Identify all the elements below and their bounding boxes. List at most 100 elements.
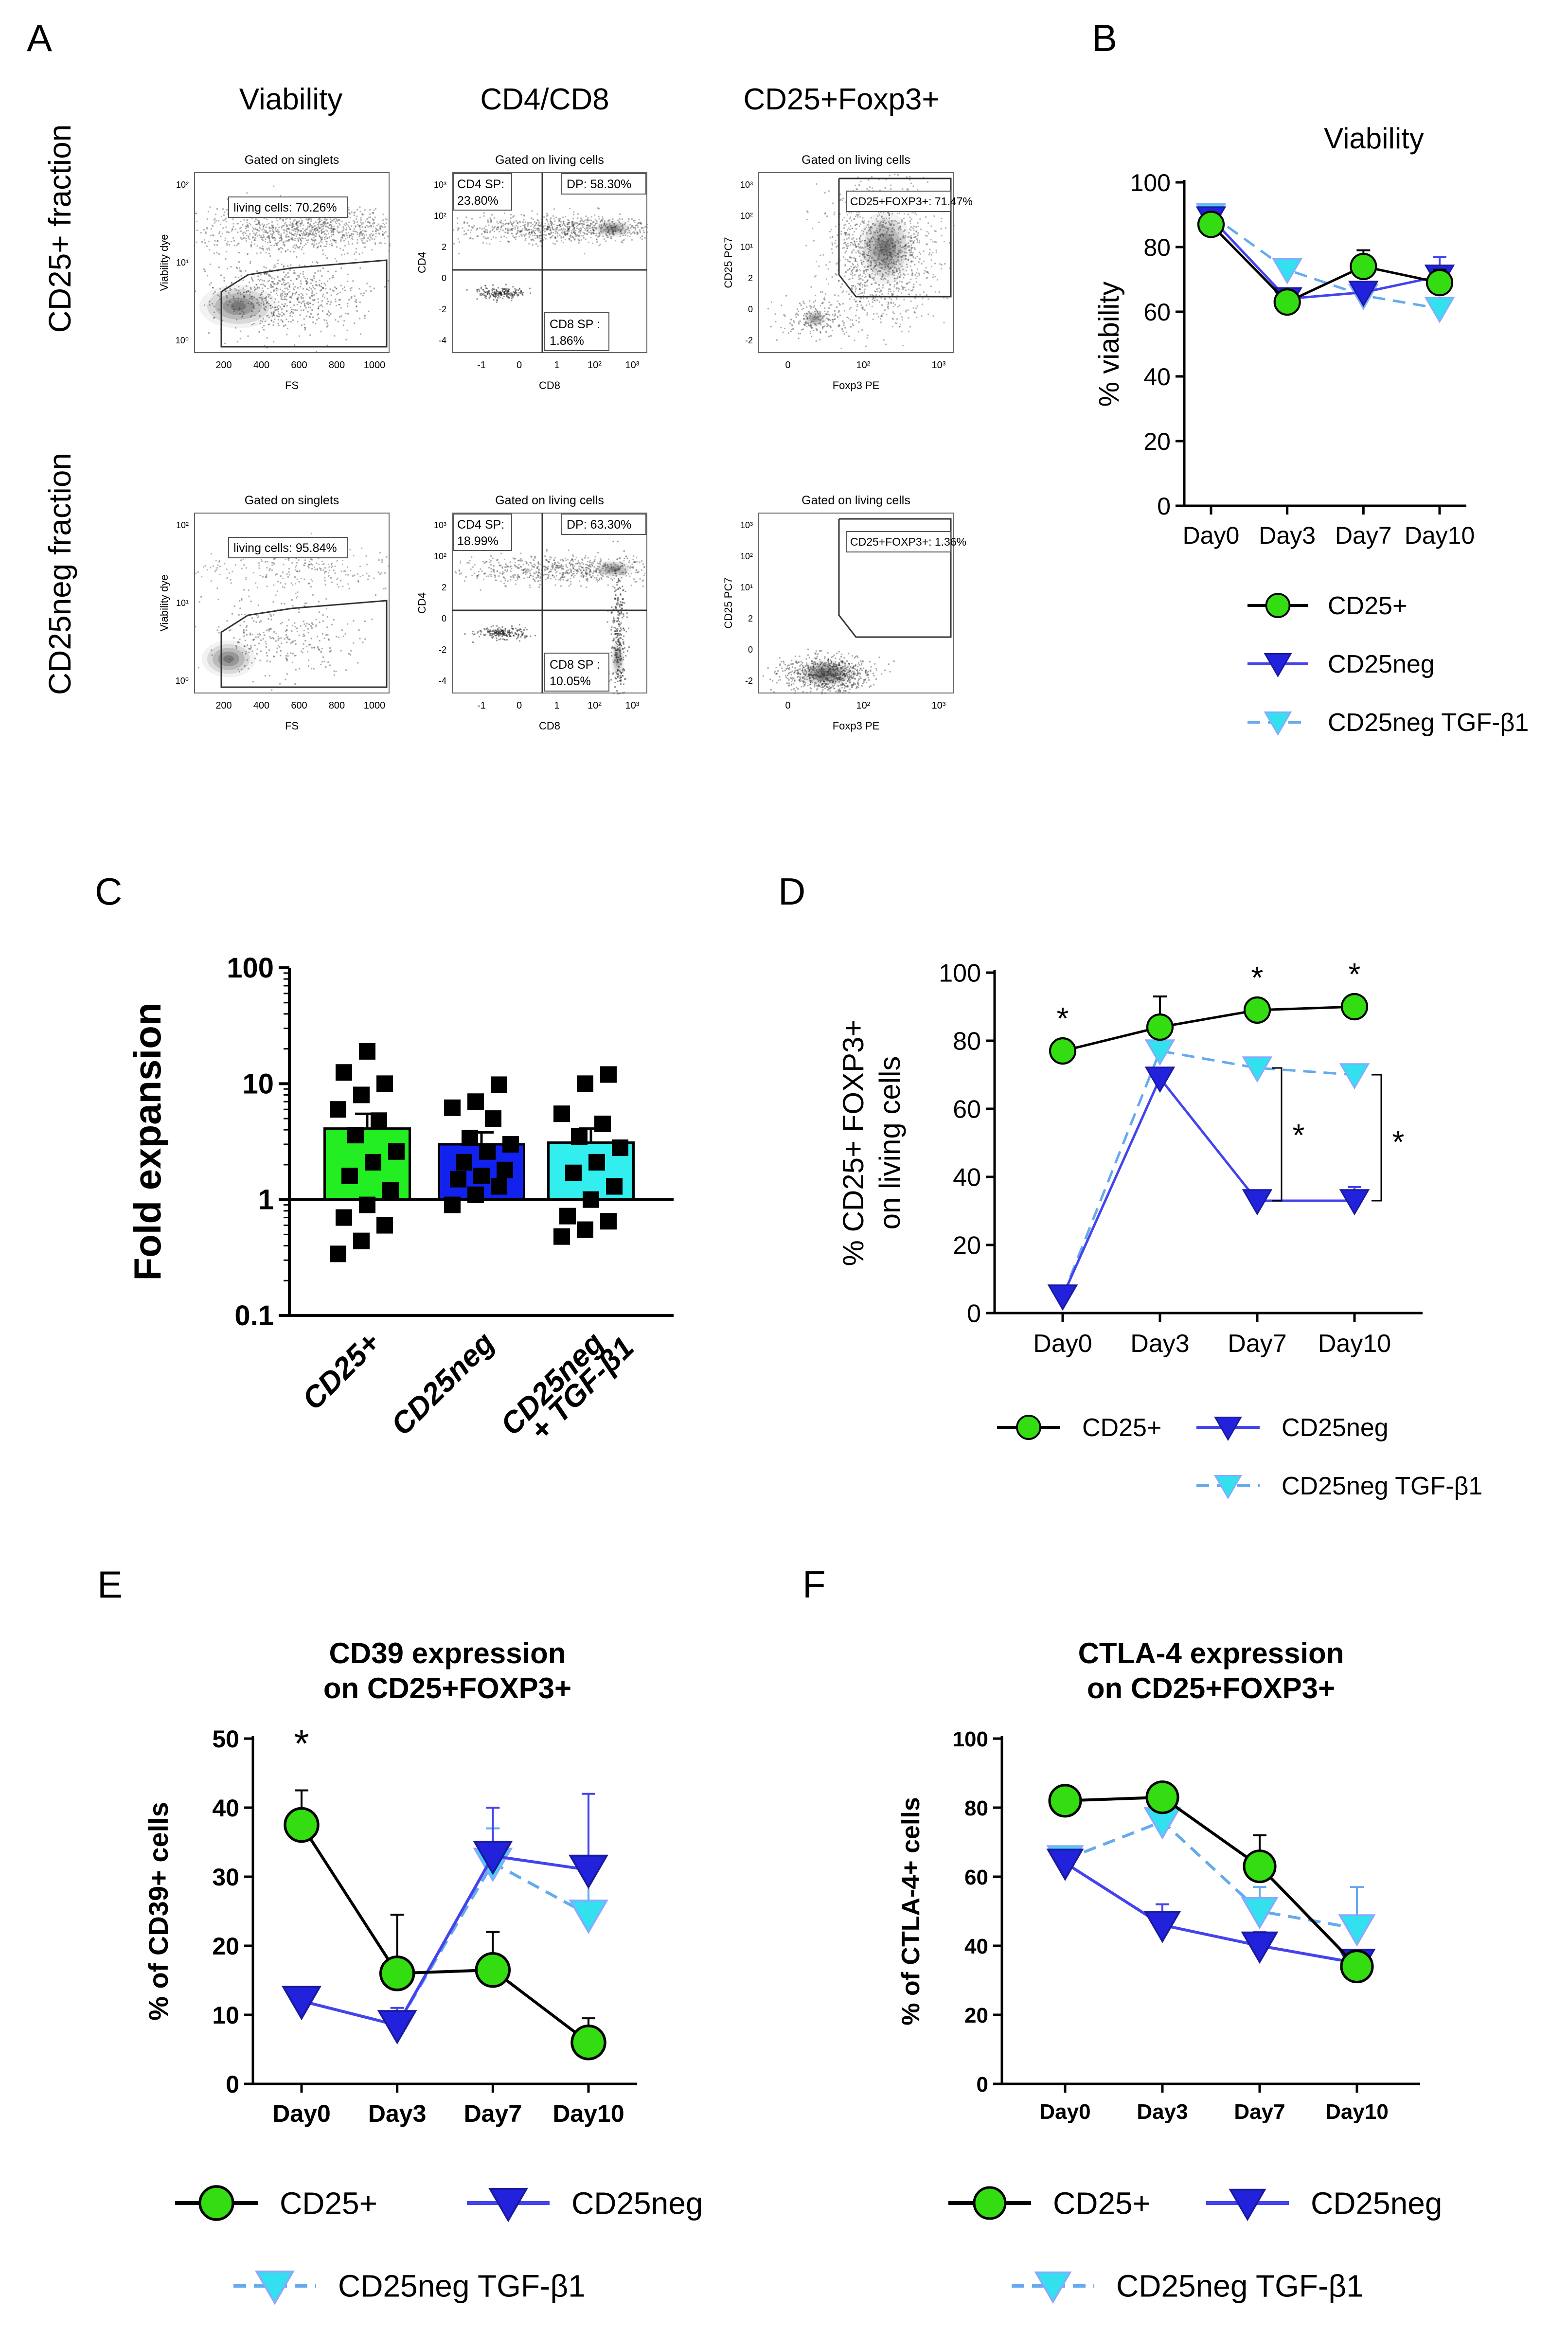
event-dot [290,232,292,234]
event-dot [358,288,360,290]
event-dot [537,562,539,564]
event-dot [528,231,530,233]
event-dot [266,347,268,349]
event-dot [886,249,888,251]
event-dot [322,225,324,227]
event-dot [207,569,209,571]
event-dot [214,240,216,242]
event-dot [550,231,552,233]
event-dot [921,303,923,305]
event-dot [503,558,505,560]
event-dot [855,246,857,248]
event-dot [246,629,248,631]
event-dot [312,261,314,263]
event-dot [370,233,372,235]
event-dot [329,664,331,666]
event-dot [273,584,275,586]
event-dot [915,307,917,309]
event-dot [267,294,269,296]
event-dot [219,298,221,300]
event-dot [561,230,563,232]
event-dot [821,326,823,328]
event-dot [851,287,853,289]
event-dot [825,314,827,316]
event-dot [493,291,495,293]
event-dot [252,306,254,308]
event-dot [226,297,228,299]
event-dot [311,226,313,228]
event-dot [853,285,855,287]
event-dot [195,572,196,574]
event-dot [514,294,516,296]
event-dot [891,252,892,254]
event-dot [894,278,896,280]
event-dot [903,277,905,279]
event-dot [300,243,302,245]
event-dot [246,625,248,627]
event-dot [322,295,324,297]
event-dot [891,234,892,236]
event-dot [306,281,308,283]
event-dot [606,236,608,238]
event-dot [386,219,388,221]
event-dot [872,301,873,303]
event-dot [842,303,844,305]
event-dot [909,245,910,247]
event-dot [550,230,552,231]
event-dot [207,211,209,213]
event-dot [568,222,570,224]
event-dot [859,288,861,290]
event-dot [632,558,634,560]
event-dot [889,261,891,263]
event-dot [463,230,465,232]
event-dot [911,272,913,274]
event-dot [334,572,336,574]
event-dot [814,323,816,325]
event-dot [897,282,899,284]
event-dot [289,302,291,303]
event-dot [285,637,287,639]
event-dot [892,243,894,245]
event-dot [578,242,580,244]
event-dot [348,236,350,238]
event-dot [517,230,518,231]
event-dot [280,655,282,657]
event-dot [566,571,568,573]
event-dot [552,565,554,567]
event-dot [369,285,371,287]
event-dot [538,222,540,224]
event-dot [471,218,473,220]
event-dot [313,245,315,247]
event-dot [463,221,465,223]
event-dot [295,228,297,230]
event-dot [546,219,548,221]
event-dot [226,577,228,579]
event-dot [313,222,315,224]
event-dot [481,293,483,295]
event-dot [617,229,619,231]
event-dot [869,265,871,267]
event-dot [272,237,274,239]
event-dot [589,569,591,571]
event-dot [369,216,371,218]
event-dot [900,256,902,258]
event-dot [851,243,853,245]
event-dot [806,306,808,308]
event-dot [308,644,310,646]
event-dot [572,236,574,238]
event-dot [347,225,349,227]
event-dot [227,241,229,243]
density-cluster [609,227,617,231]
event-dot [849,244,851,246]
event-dot [534,225,535,227]
event-dot [550,217,552,219]
event-dot [267,314,269,316]
event-dot [867,254,869,256]
event-dot [268,302,270,304]
event-dot [524,224,526,226]
event-dot [226,569,228,570]
event-dot [318,284,320,285]
event-dot [912,241,914,243]
event-dot [572,567,574,569]
event-dot [314,229,316,231]
